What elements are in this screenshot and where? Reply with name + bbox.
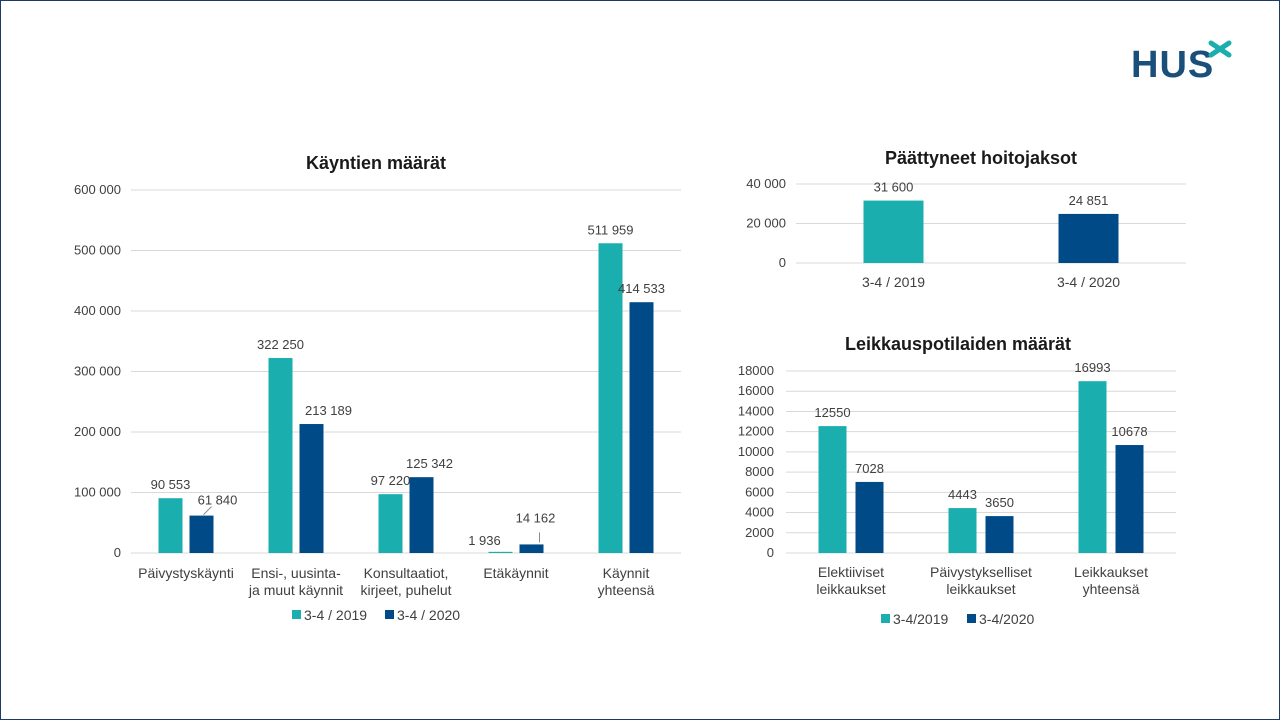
- y-tick-label: 200 000: [74, 424, 121, 439]
- data-label: 12550: [814, 405, 850, 420]
- x-tick-label: Konsultaatiot,: [364, 565, 449, 581]
- legend-label: 3-4 / 2020: [397, 607, 460, 623]
- y-tick-label: 10000: [738, 444, 774, 459]
- data-label: 14 162: [516, 510, 556, 525]
- y-tick-label: 4000: [745, 505, 774, 520]
- bar: [1078, 381, 1107, 553]
- data-label: 3650: [985, 495, 1014, 510]
- leader-line: [203, 506, 212, 515]
- chart-title: Leikkauspotilaiden määrät: [845, 334, 1071, 354]
- data-label: 4443: [948, 487, 977, 502]
- data-label: 61 840: [198, 493, 238, 508]
- bar: [158, 498, 183, 553]
- x-tick-label: ja muut käynnit: [248, 582, 343, 598]
- y-tick-label: 400 000: [74, 303, 121, 318]
- bar: [855, 481, 884, 553]
- bar: [378, 494, 403, 553]
- x-tick-label: Käynnit: [603, 565, 650, 581]
- x-tick-label: leikkaukset: [816, 581, 885, 597]
- data-label: 125 342: [406, 456, 453, 471]
- chart-title: Käyntien määrät: [306, 153, 446, 173]
- y-tick-label: 16000: [738, 383, 774, 398]
- x-tick-label: Päivystyskäynti: [138, 565, 234, 581]
- y-tick-label: 20 000: [746, 216, 786, 231]
- bar: [863, 200, 924, 263]
- legend-label: 3-4/2020: [979, 611, 1034, 627]
- y-tick-label: 40 000: [746, 176, 786, 191]
- y-tick-label: 8000: [745, 464, 774, 479]
- logo-text: HUS: [1131, 44, 1215, 86]
- data-label: 511 959: [587, 222, 633, 237]
- bar: [948, 508, 977, 553]
- y-tick-label: 6000: [745, 484, 774, 499]
- y-tick-label: 0: [767, 545, 774, 560]
- logo-cross-icon: [1208, 40, 1232, 58]
- x-tick-label: 3-4 / 2019: [862, 274, 925, 290]
- bar: [598, 243, 623, 553]
- y-tick-label: 0: [779, 255, 786, 270]
- x-tick-label: kirjeet, puhelut: [360, 582, 451, 598]
- bar: [985, 516, 1014, 553]
- bar: [519, 544, 544, 553]
- bar: [1115, 445, 1144, 553]
- legend-label: 3-4 / 2019: [304, 607, 367, 623]
- data-label: 1 936: [468, 533, 501, 548]
- x-tick-label: Ensi-, uusinta-: [251, 565, 341, 581]
- x-tick-label: Elektiiviset: [818, 564, 884, 580]
- data-label: 31 600: [874, 180, 914, 195]
- data-label: 322 250: [257, 337, 304, 352]
- x-tick-label: Etäkäynnit: [483, 565, 548, 581]
- y-tick-label: 100 000: [74, 485, 121, 500]
- x-tick-label: leikkaukset: [946, 581, 1015, 597]
- bar: [268, 358, 293, 553]
- bar: [629, 302, 654, 553]
- data-label: 24 851: [1069, 193, 1109, 208]
- data-label: 90 553: [151, 477, 191, 492]
- x-tick-label: Päivystykselliset: [930, 564, 1032, 580]
- legend-swatch: [385, 610, 394, 619]
- y-tick-label: 12000: [738, 424, 774, 439]
- legend-swatch: [292, 610, 301, 619]
- y-tick-label: 500 000: [74, 243, 121, 258]
- x-tick-label: 3-4 / 2020: [1057, 274, 1120, 290]
- legend-swatch: [881, 614, 890, 623]
- data-label: 16993: [1074, 360, 1110, 375]
- x-tick-label: yhteensä: [1083, 581, 1140, 597]
- y-tick-label: 2000: [745, 525, 774, 540]
- x-tick-label: yhteensä: [598, 582, 655, 598]
- y-tick-label: 300 000: [74, 364, 121, 379]
- data-label: 97 220: [371, 473, 411, 488]
- bar: [818, 426, 847, 553]
- y-tick-label: 600 000: [74, 182, 121, 197]
- bar: [189, 515, 214, 553]
- data-label: 213 189: [305, 403, 352, 418]
- bar: [409, 477, 434, 553]
- hus-logo: HUS: [1131, 39, 1241, 89]
- y-tick-label: 18000: [738, 363, 774, 378]
- legend-swatch: [967, 614, 976, 623]
- bar: [488, 551, 513, 553]
- chart-title: Päättyneet hoitojaksot: [885, 148, 1077, 168]
- data-label: 414 533: [618, 281, 665, 296]
- bar: [1058, 213, 1119, 263]
- data-label: 10678: [1111, 424, 1147, 439]
- y-tick-label: 14000: [738, 403, 774, 418]
- legend-label: 3-4/2019: [893, 611, 948, 627]
- data-label: 7028: [855, 461, 884, 476]
- x-tick-label: Leikkaukset: [1074, 564, 1148, 580]
- bar: [299, 424, 324, 553]
- y-tick-label: 0: [114, 545, 121, 560]
